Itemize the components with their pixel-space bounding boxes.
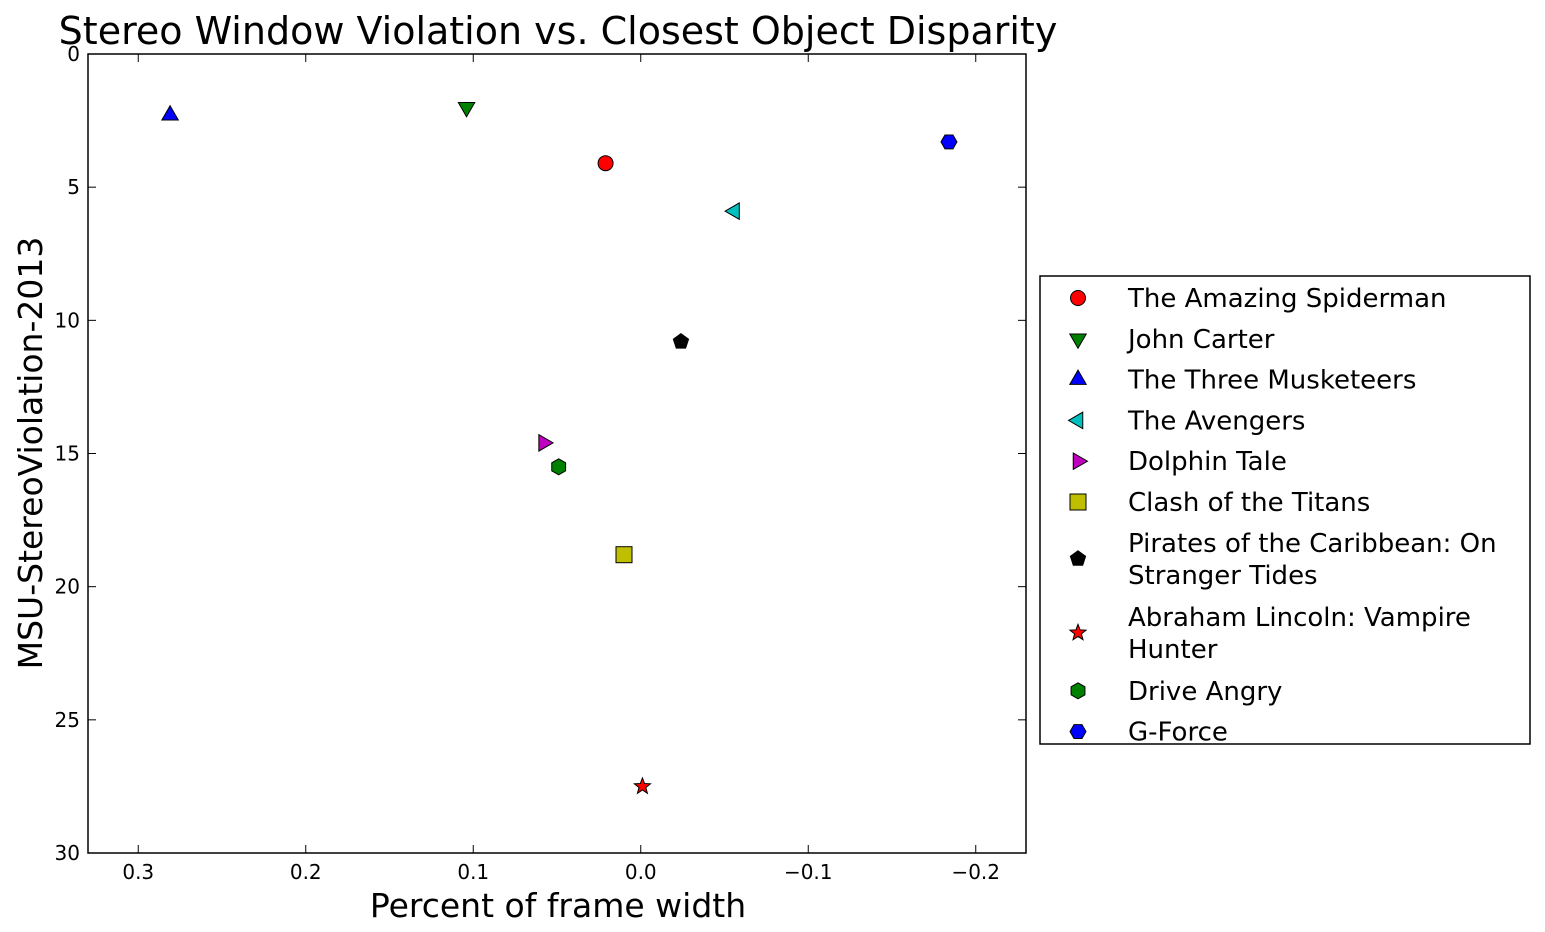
y-tick-label: 15 — [55, 442, 80, 466]
legend-marker — [1068, 622, 1088, 641]
legend-label: Clash of the Titans — [1128, 488, 1370, 518]
data-point — [538, 433, 555, 452]
legend-marker — [1069, 724, 1087, 740]
x-tick-label: −0.1 — [784, 860, 833, 884]
y-tick-label: 20 — [55, 575, 80, 599]
legend-label: Drive Angry — [1128, 677, 1282, 707]
data-point — [457, 102, 476, 118]
x-tick-label: 0.3 — [122, 860, 154, 884]
data-point — [615, 546, 633, 564]
data-point — [724, 202, 740, 221]
legend: The Amazing Spiderman John Carter The Thre… — [1039, 275, 1531, 748]
legend-marker — [1068, 369, 1088, 385]
plot-area — [87, 53, 1027, 854]
y-tick-label: 10 — [55, 308, 80, 332]
legend-label: Pirates of the Caribbean: On Stranger Tid… — [1128, 529, 1497, 591]
legend-label: The Avengers — [1127, 406, 1305, 436]
data-point — [597, 155, 614, 172]
data-points — [160, 102, 958, 795]
x-tick-label: 0.2 — [290, 860, 322, 884]
legend-marker — [1070, 290, 1086, 306]
data-point — [551, 458, 567, 476]
legend-marker — [1069, 550, 1087, 566]
chart-title: Stereo Window Violation vs. Closest Obje… — [59, 9, 1058, 53]
x-tick-label: 0.0 — [625, 860, 657, 884]
x-tick-label: 0.1 — [457, 860, 489, 884]
legend-label: The Three Musketeers — [1127, 366, 1416, 396]
y-tick-label: 30 — [55, 841, 80, 865]
y-tick-label: 5 — [67, 175, 80, 199]
legend-marker — [1067, 411, 1084, 430]
legend-marker — [1068, 333, 1088, 350]
data-point — [672, 333, 690, 349]
legend-items: The Amazing Spiderman John Carter The Thre… — [1067, 284, 1497, 748]
x-axis-label: Percent of frame width — [370, 886, 746, 925]
data-point — [940, 134, 958, 150]
legend-label: John Carter — [1126, 325, 1275, 355]
legend-label: The Amazing Spiderman — [1127, 284, 1447, 314]
legend-marker — [1069, 493, 1087, 511]
legend-box — [1039, 275, 1531, 745]
y-tick-label: 25 — [55, 708, 80, 732]
legend-marker — [1072, 452, 1089, 471]
ticks-layer: 0.3 0.2 0.1 0.0 −0.1 −0.2 0 5 10 15 20 25 30 — [55, 42, 1026, 884]
x-tick-label: −0.2 — [951, 860, 1000, 884]
legend-label: Abraham Lincoln: Vampire Hunter — [1128, 603, 1471, 665]
y-tick-label: 0 — [67, 42, 80, 66]
legend-label: G-Force — [1128, 718, 1228, 748]
y-axis-label: MSU-StereoViolation-2013 — [11, 237, 50, 670]
legend-marker — [1070, 682, 1086, 700]
data-point — [160, 104, 180, 121]
data-point — [633, 776, 652, 795]
legend-label: Dolphin Tale — [1128, 447, 1287, 477]
